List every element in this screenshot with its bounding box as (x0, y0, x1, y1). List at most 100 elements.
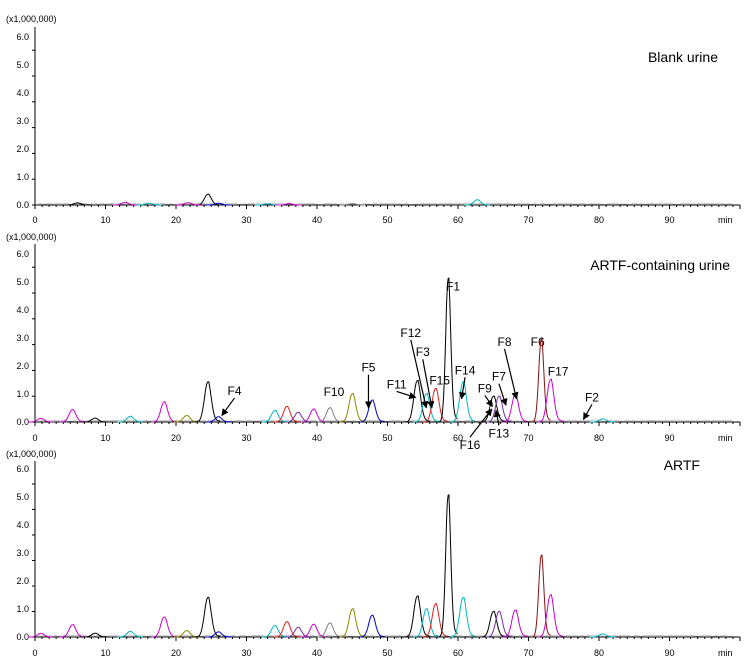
peak-label-f6: F6 (531, 335, 545, 349)
peak-arrow-f16 (469, 408, 493, 438)
panel-3-xtick-label: 60 (453, 648, 463, 658)
panel-1-title: Blank urine (648, 49, 718, 65)
panel-3-peak-25 (537, 594, 564, 638)
panel-2-peak-26 (589, 418, 616, 423)
panel-2-peak-10 (274, 406, 300, 423)
panel-3-xtick-label: 40 (312, 648, 322, 658)
panel-1-ytick-label: 3.0 (16, 116, 29, 126)
panel-3-xtick-label: 30 (241, 648, 251, 658)
panel-2-peak-18 (422, 387, 449, 423)
panel-2-xaxis-unit: min (718, 433, 733, 443)
peak-label-f11: F11 (387, 377, 407, 391)
peak-label-f3: F3 (416, 345, 430, 359)
panel-3-baseline-trace (38, 634, 732, 637)
panel-2-xtick-label: 90 (664, 433, 674, 443)
panel-2-xtick-label: 40 (312, 433, 322, 443)
panel-3-title: ARTF (664, 457, 700, 473)
panel-3-peak-10 (274, 621, 300, 638)
panel-3-peak-24 (531, 554, 551, 638)
panel-2-peak-25 (537, 378, 564, 423)
peak-label-f5: F5 (361, 361, 375, 375)
panel-2-peak-24 (531, 338, 551, 423)
panel-1-ytick-label: 4.0 (16, 88, 29, 98)
peak-arrow-f11 (396, 390, 417, 399)
panel-3-peak-3 (82, 632, 108, 638)
panel-3-xaxis-unit: min (718, 648, 733, 658)
panel-3-xtick-label: 20 (171, 648, 181, 658)
panel-2-peak-22 (486, 395, 512, 423)
panel-1-xaxis-unit: min (718, 215, 733, 225)
peak-arrow-f4 (221, 397, 236, 417)
peak-arrow-f13 (493, 409, 501, 426)
panel-2-peak-6 (173, 414, 200, 423)
panel-1-xtick-label: 60 (453, 215, 463, 225)
panel-2-ytick-label: 3.0 (16, 333, 29, 343)
panel-3-peak-16 (404, 595, 430, 638)
panel-2-peak-5 (151, 401, 177, 423)
peak-arrow-f2 (582, 404, 593, 421)
panel-2-xtick-label: 50 (382, 433, 392, 443)
panel-2-xtick-label: 10 (100, 433, 110, 443)
peak-arrow-f3 (422, 359, 435, 409)
panel-2-peak-20 (450, 381, 476, 423)
panel-3-peak-19 (438, 493, 458, 638)
panel-2-peak-9 (262, 409, 288, 423)
panel-2-peak-19 (438, 277, 458, 423)
panel-3-ytick-label: 6.0 (16, 464, 29, 474)
panel-3-xtick-label: 90 (664, 648, 674, 658)
panel-1-xtick-label: 40 (312, 215, 322, 225)
peak-label-f15: F15 (429, 374, 450, 388)
panel-3-peak-8 (205, 631, 231, 638)
panel-2-peak-7 (194, 381, 221, 423)
peak-arrow-f9 (484, 394, 494, 408)
panel-1-xtick-label: 80 (594, 215, 604, 225)
panel-3-peak-5 (151, 616, 177, 638)
panel-2-peak-14 (339, 392, 365, 423)
panel-2-ytick-label: 6.0 (16, 249, 29, 259)
panel-1-peak-6 (175, 202, 201, 206)
peak-label-f13: F13 (489, 426, 510, 440)
panel-2-title: ARTF-containing urine (590, 257, 730, 273)
panel-2-peak-3 (82, 417, 108, 423)
peak-label-f12: F12 (400, 326, 421, 340)
panel-3-ytick-label: 3.0 (16, 548, 29, 558)
panel-2-ytick-label: 1.0 (16, 389, 29, 399)
panel-2-peak-16 (404, 379, 430, 423)
panel-3-peak-2 (59, 624, 86, 638)
panel-2-xtick-label: 20 (171, 433, 181, 443)
panel-2-ytick-label: 2.0 (16, 361, 29, 371)
panel-artf-containing-urine: (x1,000,000) ARTF-containing urine 0.0 1… (6, 232, 733, 443)
panel-3-peak-21 (480, 610, 506, 638)
panel-1-xtick-label: 20 (171, 215, 181, 225)
peak-label-f9: F9 (478, 381, 492, 395)
panel-1-xtick-label: 70 (523, 215, 533, 225)
panel-3-peak-22 (486, 610, 512, 638)
panel-3-peak-26 (589, 633, 616, 638)
panel-2-peak-17 (413, 392, 440, 423)
peak-arrow-f8 (503, 348, 519, 400)
panel-3-peak-23 (502, 609, 528, 638)
panel-2-xtick-label: 60 (453, 433, 463, 443)
panel-2-peak-13 (317, 407, 343, 423)
panel-blank-urine: (x1,000,000) Blank urine 0.0 1.0 2.0 3.0… (6, 14, 733, 225)
peak-label-f8: F8 (498, 335, 512, 349)
panel-1-xtick-label: 50 (382, 215, 392, 225)
panel-1-peak-7 (205, 202, 231, 206)
panel-3-ytick-label: 1.0 (16, 604, 29, 614)
panel-1-ytick-label: 2.0 (16, 144, 29, 154)
peak-arrow-f7 (498, 383, 508, 406)
panel-2-peak-21 (480, 395, 506, 423)
peak-label-f16: F16 (460, 438, 481, 452)
peak-label-f7: F7 (492, 370, 506, 384)
peak-label-f4: F4 (228, 384, 242, 398)
peak-label-f14: F14 (455, 363, 476, 377)
peak-label-f10: F10 (324, 385, 345, 399)
panel-3-ytick-label: 0.0 (16, 632, 29, 642)
panel-1-xtick-label: 10 (100, 215, 110, 225)
panel-1-peak-4 (112, 201, 138, 206)
panel-1-peak-5 (136, 202, 162, 206)
panel-3-ytick-label: 4.0 (16, 520, 29, 530)
panel-2-peak-15 (359, 399, 385, 423)
panel-3-xtick-label: 70 (523, 648, 533, 658)
panel-2-xtick-label: 80 (594, 433, 604, 443)
